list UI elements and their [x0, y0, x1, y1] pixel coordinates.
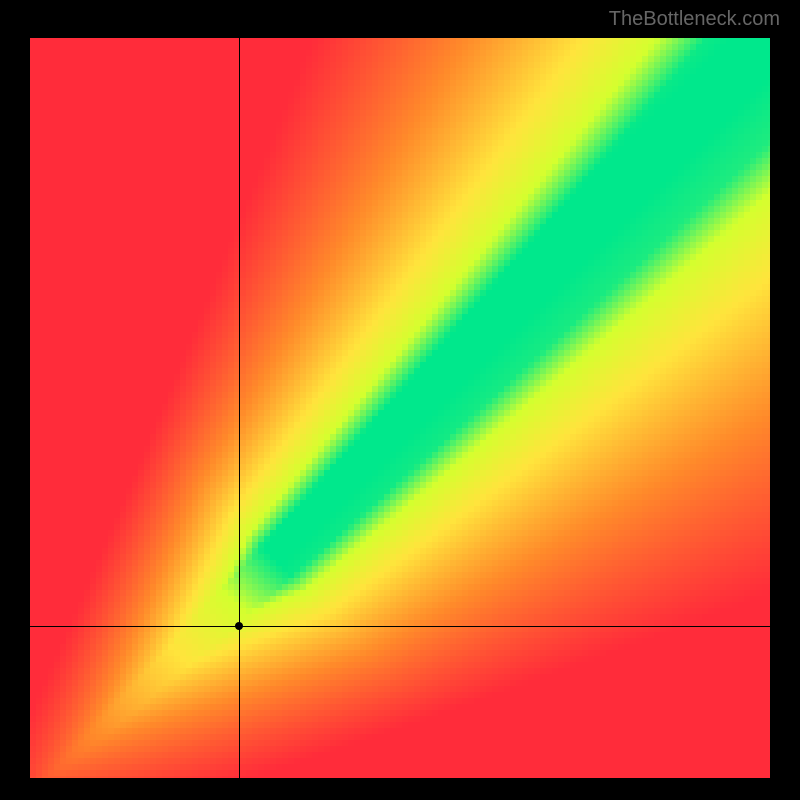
crosshair-vertical	[239, 38, 240, 778]
crosshair-marker-dot	[235, 622, 243, 630]
crosshair-horizontal	[30, 626, 770, 627]
watermark-label: TheBottleneck.com	[609, 8, 780, 31]
heatmap-canvas	[30, 38, 770, 778]
heatmap-plot	[30, 38, 770, 778]
